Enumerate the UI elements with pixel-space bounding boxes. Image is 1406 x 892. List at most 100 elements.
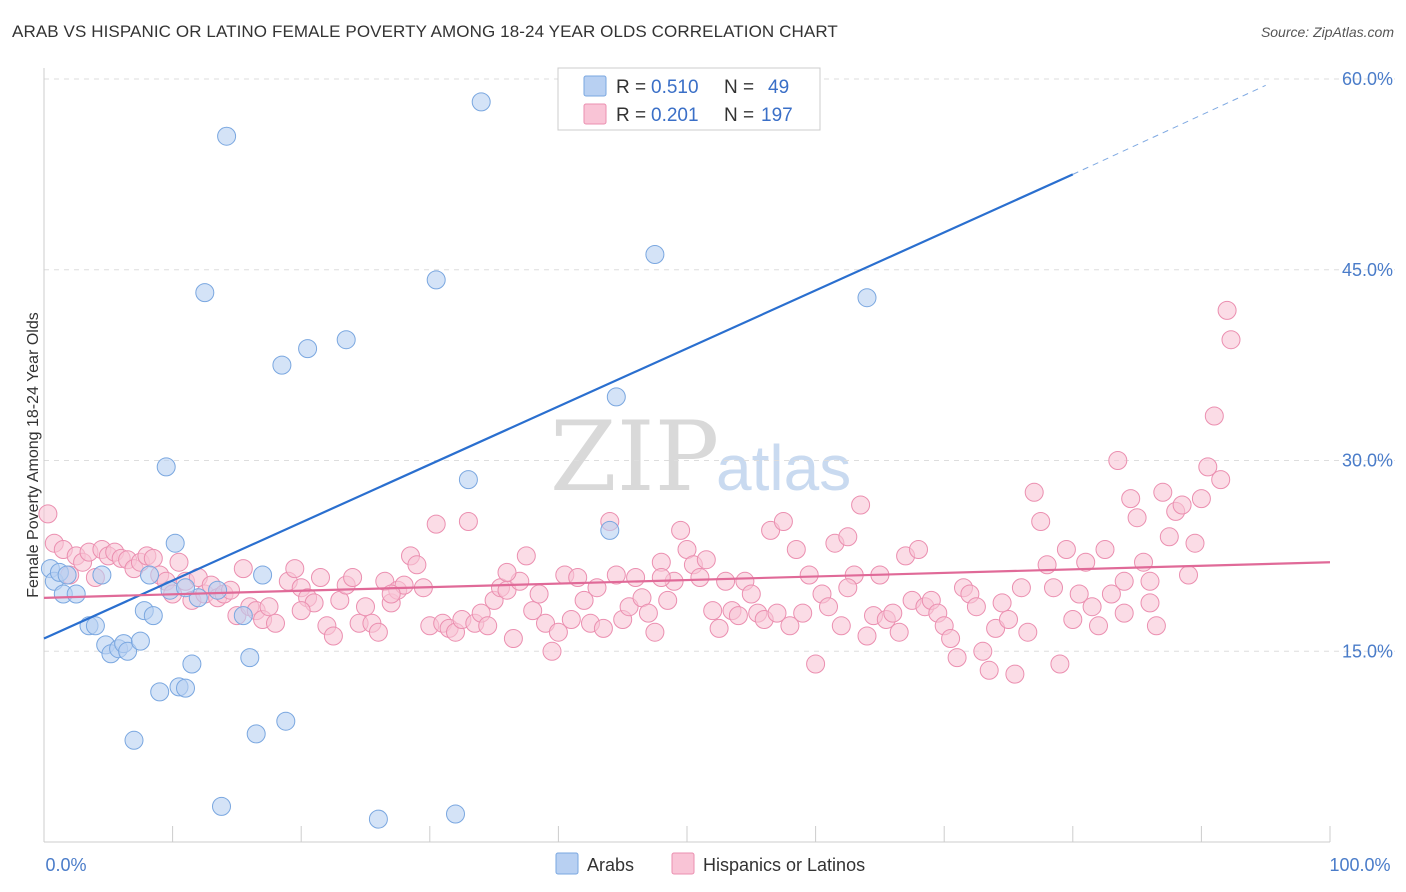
arab-point [92,565,112,585]
arab-trend-extension [1072,84,1266,175]
hispanic-point [703,601,723,621]
arab-point [336,330,356,350]
arab-point [276,711,296,731]
hispanic-point [1011,578,1031,598]
hispanic-point [793,603,813,623]
arab-point [124,730,144,750]
arab-point [156,457,176,477]
bottom-legend-label-hispanics: Hispanics or Latinos [703,855,865,875]
hispanic-point [999,610,1018,629]
arab-point [165,533,185,553]
hispanic-point [497,562,517,582]
hispanic-point [169,552,189,572]
legend-bottom: Arabs Hispanics or Latinos [555,852,865,875]
hispanic-point [819,597,838,617]
hispanic-point [690,568,710,587]
legend-n-label-hispanics: N = [724,105,754,126]
legend-r-label-hispanics: R = [616,105,646,126]
arab-point [195,283,215,303]
hispanic-point [1204,406,1224,426]
hispanic-point [368,622,388,642]
hispanic-point [658,590,678,610]
y-tick-labels: 15.0% 30.0% 45.0% 60.0% [1342,69,1393,661]
hispanic-point [516,546,536,566]
hispanic-point [1121,489,1141,509]
hispanic-point [1069,584,1089,604]
y-tick-label-45: 45.0% [1342,260,1393,280]
hispanic-point [291,601,311,621]
y-tick-label-15: 15.0% [1342,641,1393,661]
arab-point [298,339,318,359]
hispanic-point [1114,571,1134,591]
hispanic-point [1127,508,1147,528]
legend-r-value-hispanics: 0.201 [651,105,699,126]
hispanic-point [773,512,793,531]
hispanic-point [523,601,543,621]
legend-n-label-arabs: N = [724,77,754,98]
hispanic-point [716,571,736,591]
hispanic-point [478,616,498,636]
arab-point [600,520,620,540]
arab-point [471,92,491,112]
hispanic-point [1211,470,1231,490]
hispanic-point [909,540,928,559]
hispanic-point [638,603,658,623]
hispanic-point [458,512,478,531]
arab-trend-line [43,173,1074,640]
source-label: Source: ZipAtlas.com [1260,24,1394,40]
hispanic-point [1159,527,1179,547]
hispanic-point [780,616,800,636]
hispanic-point [542,641,562,661]
hispanic-point [645,622,665,642]
hispanic-point [285,559,305,579]
hispanic-point [1024,482,1044,502]
hispanic-point [696,550,716,570]
hispanic-point [973,641,993,661]
arab-point [150,682,170,702]
hispanic-point [381,584,401,604]
legend-top: R = 0.510 N = 49 R = 0.201 N = 197 [557,67,821,131]
arab-point [57,565,77,585]
bottom-legend-swatch-hispanics [671,852,695,875]
hispanic-point [1095,540,1115,559]
hispanic-point [1140,571,1160,591]
hispanic-point [626,568,646,587]
hispanic-point [806,654,826,674]
hispanic-point [831,616,851,636]
hispanic-point [1044,578,1063,598]
arab-point [857,288,877,308]
hispanic-point [259,597,279,617]
arab-point [233,606,253,626]
arab-point [143,606,163,626]
hispanic-trend-line [43,561,1331,599]
hispanic-point [979,660,999,680]
hispanic-point [548,622,568,642]
hispanic-point [947,648,967,668]
hispanic-point [407,555,427,575]
hispanic-point [889,622,909,642]
hispanic-point [728,606,748,626]
arab-point [66,584,86,604]
watermark: ZIP atlas [550,401,851,513]
hispanic-point [799,565,819,585]
arab-point [118,641,138,661]
hispanic-point [883,603,903,623]
hispanic-point [1108,451,1128,470]
hispanic-points [38,300,1241,684]
hispanic-point [941,629,961,648]
trend-lines [43,84,1331,640]
arab-point [446,804,465,824]
hispanic-point [574,590,594,610]
hispanic-point [786,540,806,559]
hispanic-point [1031,512,1051,531]
hispanic-point [857,626,877,646]
legend-swatch-hispanics [583,103,607,125]
hispanic-point [143,548,163,568]
hispanic-point [323,626,343,646]
legend-r-label-arabs: R = [616,77,646,98]
hispanic-point [1140,593,1160,613]
hispanic-point [838,527,858,547]
hispanic-point [529,584,549,604]
hispanic-point [1076,552,1096,572]
x-ticks [43,826,1331,842]
